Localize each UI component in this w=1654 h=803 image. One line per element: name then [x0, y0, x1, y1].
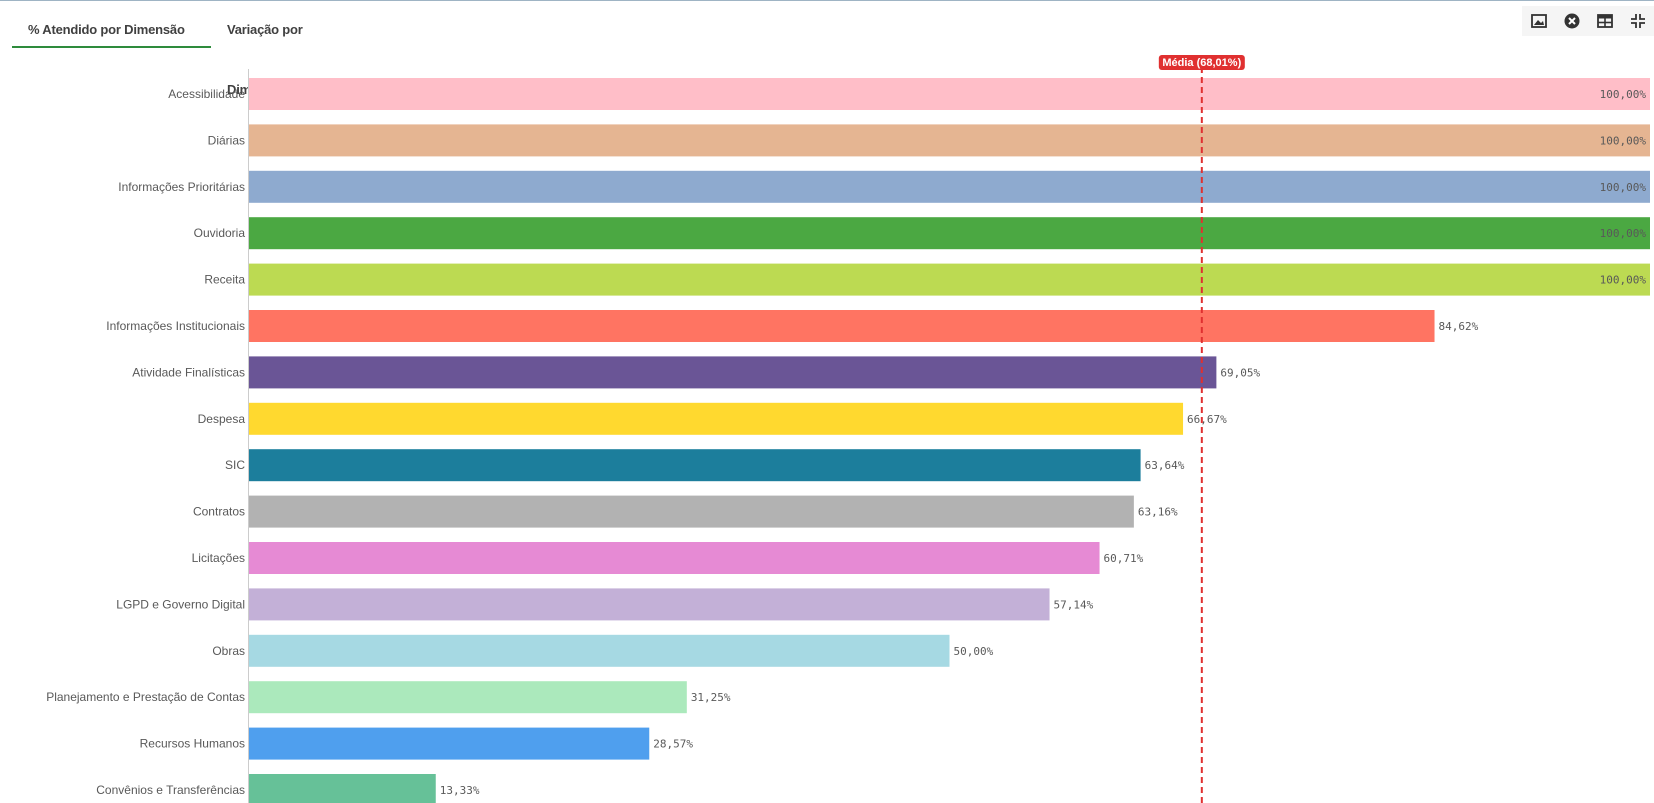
bar-10[interactable] [249, 495, 1134, 528]
bars-layer: Acessibilidade 100,00% Diárias 100,00% Infor… [46, 78, 1650, 803]
value-label: 57,14% [1054, 598, 1094, 611]
category-label: SIC [225, 458, 245, 472]
value-label: 100,00% [1600, 88, 1647, 101]
value-label: 84,62% [1439, 320, 1479, 333]
tab-variacao-por-dimensao[interactable]: Variação por Dimensão [227, 22, 303, 97]
bar-2[interactable] [249, 124, 1650, 157]
category-label: Planejamento e Prestação de Contas [46, 690, 245, 704]
bar-14[interactable] [249, 681, 687, 714]
tab-atendido-por-dimensao[interactable]: % Atendido por Dimensão [12, 0, 211, 48]
bar-12[interactable] [249, 588, 1050, 621]
exit-fullscreen-button[interactable] [1621, 6, 1654, 36]
category-label: Informações Institucionais [106, 319, 245, 333]
value-label: 28,57% [653, 738, 693, 751]
category-label: Obras [212, 644, 245, 658]
average-reference-label: Média (68,01%) [1162, 57, 1241, 69]
category-label: LGPD e Governo Digital [116, 597, 245, 611]
bar-3[interactable] [249, 170, 1650, 203]
category-label: Recursos Humanos [140, 737, 245, 751]
tab-bar: % Atendido por Dimensão Variação por Dim… [12, 0, 361, 97]
value-label: 69,05% [1220, 366, 1260, 379]
bar-4[interactable] [249, 217, 1650, 250]
bar-8[interactable] [249, 402, 1184, 435]
top-border [0, 0, 1654, 1]
category-label: Receita [204, 273, 245, 287]
category-label: Contratos [193, 505, 245, 519]
image-icon [1530, 14, 1547, 28]
value-label: 100,00% [1600, 227, 1647, 240]
category-label: Convênios e Transferências [96, 783, 245, 797]
category-label: Ouvidoria [194, 226, 246, 240]
bar-15[interactable] [249, 727, 650, 760]
value-label: 100,00% [1600, 274, 1647, 287]
bar-7[interactable] [249, 356, 1217, 389]
category-label: Informações Prioritárias [118, 180, 245, 194]
bar-5[interactable] [249, 263, 1650, 296]
value-label: 13,33% [440, 784, 480, 797]
chart-toolbar [1522, 6, 1654, 36]
table-icon [1596, 14, 1613, 28]
bar-9[interactable] [249, 449, 1141, 482]
bar-chart: Acessibilidade 100,00% Diárias 100,00% Infor… [46, 55, 1650, 803]
value-label: 100,00% [1600, 134, 1647, 147]
value-label: 31,25% [691, 691, 731, 704]
value-label: 63,64% [1145, 459, 1185, 472]
clear-selection-button[interactable] [1555, 6, 1588, 36]
collapse-icon [1630, 14, 1645, 28]
value-label: 66,67% [1187, 413, 1227, 426]
value-label: 63,16% [1138, 506, 1178, 519]
category-label: Atividade Finalísticas [132, 365, 245, 379]
data-table-button[interactable] [1588, 6, 1621, 36]
close-circle-icon [1564, 13, 1579, 29]
export-image-button[interactable] [1522, 6, 1555, 36]
bar-6[interactable] [249, 310, 1435, 342]
value-label: 100,00% [1600, 181, 1647, 194]
value-label: 60,71% [1104, 552, 1144, 565]
average-reference-badge: Média (68,01%) [1158, 55, 1245, 70]
category-label: Acessibilidade [168, 87, 245, 101]
category-label: Diárias [208, 133, 245, 147]
bar-11[interactable] [249, 542, 1100, 574]
bar-1[interactable] [249, 78, 1650, 110]
value-label: 50,00% [954, 645, 994, 658]
bar-13[interactable] [249, 634, 950, 667]
bar-16[interactable] [249, 774, 436, 803]
category-label: Licitações [192, 551, 245, 565]
category-label: Despesa [198, 412, 246, 426]
